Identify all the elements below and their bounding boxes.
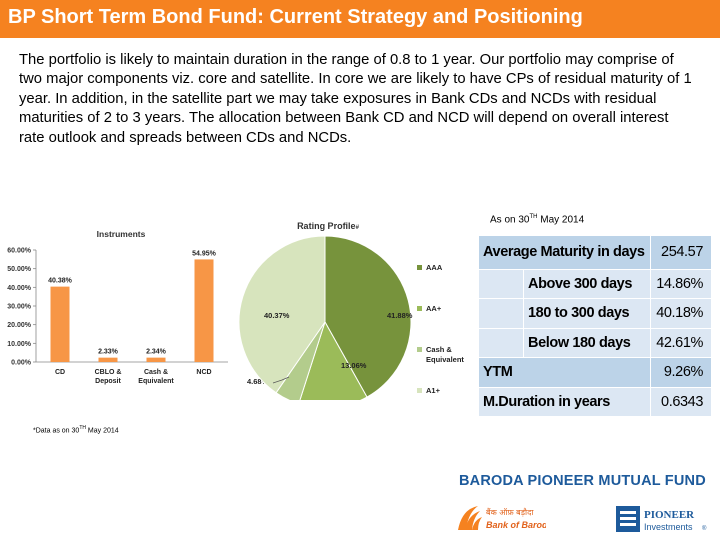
pie-slice-3 (238, 235, 326, 394)
maturity-bucket-value: 42.61% (650, 327, 712, 359)
legend-swatch (417, 388, 422, 393)
pie-chart-title: Rating Profile# (297, 221, 360, 231)
footnote-sup: TH (79, 425, 86, 431)
y-tick-label: 50.00% (7, 266, 32, 273)
bob-hindi-text: बैंक ऑफ़ बड़ौदा (486, 507, 534, 517)
instruments-bar-chart: Instruments#0.00%10.00%20.00%30.00%40.00… (7, 229, 228, 385)
x-category-label: Deposit (95, 378, 121, 385)
rating-profile-pie-chart: Rating Profile# 41.88% 13.06% 4.68% 40.37% AA… (238, 221, 464, 400)
bob-english-text: Bank of Baroda (486, 520, 546, 530)
pioneer-investments-logo: PIONEER Investments ® (616, 506, 707, 532)
pie-slice-0 (324, 235, 412, 398)
ytm-value: 9.26% (650, 357, 712, 388)
maturity-bucket-label: Below 180 days (522, 327, 652, 359)
as-on-sup: TH (529, 214, 538, 220)
table-row: Below 180 days 42.61% (478, 327, 712, 359)
page-title: BP Short Term Bond Fund: Current Strateg… (8, 6, 583, 28)
x-category-label: CBLO & (95, 369, 122, 376)
legend-swatch (417, 265, 422, 270)
bar-value-label: 54.95% (192, 250, 217, 257)
bar-value-label: 2.33% (98, 349, 119, 356)
pioneer-emblem-icon (616, 506, 640, 532)
indent-cell (478, 268, 524, 300)
maturity-bucket-label: Above 300 days (522, 268, 652, 300)
pie-value-label: 40.37% (264, 311, 290, 320)
bar-0 (50, 286, 70, 362)
pioneer-name-text: PIONEER (644, 509, 695, 521)
y-tick-label: 40.00% (7, 285, 32, 292)
legend-label: AAA (426, 263, 443, 272)
avg-maturity-value: 254.57 (650, 235, 712, 270)
legend-label: Cash & (426, 345, 452, 354)
as-on-prefix: As on 30 (490, 214, 530, 226)
legend-label: AA+ (426, 304, 442, 313)
bar-value-label: 40.38% (48, 278, 73, 285)
footnote-prefix: *Data as on 30 (33, 427, 80, 435)
pie-slice-1 (299, 320, 368, 400)
bob-sun-icon (458, 506, 482, 530)
legend-swatch (417, 347, 422, 352)
as-on-date: As on 30TH May 2014 (490, 214, 584, 225)
table-row: Average Maturity in days 254.57 (477, 235, 712, 270)
maturity-bucket-value: 40.18% (650, 298, 712, 329)
y-tick-label: 10.00% (7, 341, 32, 348)
pie-value-label: 41.88% (387, 311, 413, 320)
pie-leader-line (272, 376, 290, 384)
table-row: Above 300 days 14.86% (478, 268, 712, 300)
table-row: 180 to 300 days 40.18% (478, 298, 712, 329)
pioneer-reg-mark: ® (702, 525, 707, 532)
x-category-label: Equivalent (138, 378, 174, 385)
y-tick-label: 30.00% (7, 304, 32, 311)
indent-cell (478, 327, 524, 359)
bar-value-label: 2.34% (146, 349, 167, 356)
legend-swatch (417, 306, 422, 311)
duration-label: M.Duration in years (477, 386, 652, 418)
bar-chart-title: Instruments (97, 229, 146, 239)
duration-value: 0.6343 (650, 386, 712, 418)
bar-2 (146, 357, 166, 362)
y-tick-label: 20.00% (7, 322, 32, 329)
avg-maturity-label: Average Maturity in days (477, 235, 652, 270)
indent-cell (478, 298, 524, 329)
legend-label: A1+ (426, 386, 441, 395)
table-row: M.Duration in years 0.6343 (477, 386, 712, 418)
pioneer-sub-text: Investments (644, 522, 693, 532)
maturity-bucket-value: 14.86% (650, 268, 712, 300)
as-on-suffix: May 2014 (537, 214, 585, 226)
table-row: YTM 9.26% (477, 357, 712, 388)
bar-1 (98, 357, 118, 362)
portfolio-stats-table: Average Maturity in days 254.57 Above 30… (477, 235, 712, 418)
brand-name: BARODA PIONEER MUTUAL FUND (459, 473, 706, 489)
y-tick-label: 0.00% (11, 360, 32, 367)
ytm-label: YTM (477, 357, 652, 388)
pie-value-label: 13.06% (341, 361, 367, 370)
legend-label: Equivalent (426, 355, 464, 364)
pie-value-label: 4.68% (247, 377, 269, 386)
intro-paragraph: The portfolio is likely to maintain dura… (19, 52, 692, 146)
x-category-label: Cash & (144, 369, 168, 376)
bar-3 (194, 259, 214, 362)
x-category-label: CD (55, 369, 65, 376)
pie-chart-title-mark: # (356, 225, 360, 231)
y-tick-label: 60.00% (7, 248, 32, 255)
title-bar: BP Short Term Bond Fund: Current Strateg… (0, 0, 720, 38)
footnote: *Data as on 30TH May 2014 (33, 425, 119, 434)
footnote-suffix: May 2014 (85, 427, 119, 435)
bank-of-baroda-logo: बैंक ऑफ़ बड़ौदा Bank of Baroda (458, 506, 546, 530)
x-category-label: NCD (196, 369, 211, 376)
maturity-bucket-label: 180 to 300 days (522, 298, 652, 329)
